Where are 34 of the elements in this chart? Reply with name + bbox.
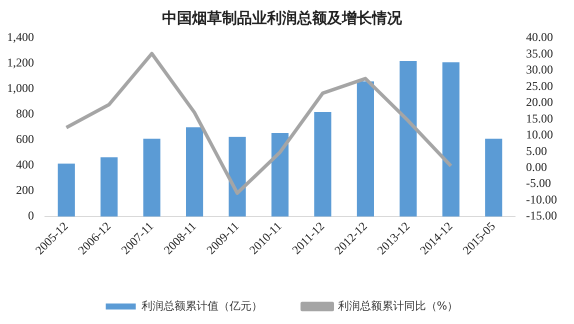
y2-tick-label: 25.00: [526, 78, 554, 93]
y-tick-label: 800: [16, 106, 34, 121]
y2-tick-label: 35.00: [526, 46, 554, 60]
y2-tick-label: -15.00: [526, 208, 558, 223]
y2-tick-label: 40.00: [526, 30, 554, 44]
y-tick-label: 0: [28, 208, 34, 223]
bar: [143, 138, 160, 217]
y-tick-label: 200: [16, 183, 34, 198]
y2-tick-label: 10.00: [526, 128, 554, 142]
y2-tick-label: 0.00: [526, 160, 548, 174]
y-tick-label: 1,400: [7, 30, 34, 44]
y2-tick-label: 5.00: [526, 144, 548, 158]
bar: [186, 127, 204, 217]
bar: [485, 138, 502, 217]
y-tick-label: 1,200: [7, 56, 34, 70]
bar: [271, 133, 289, 217]
bar: [228, 136, 246, 217]
y2-tick-label: 20.00: [526, 95, 554, 110]
legend-label: 利润总额累计值（亿元）: [141, 299, 262, 312]
y-tick-label: 1,000: [7, 81, 34, 96]
y2-tick-label: 15.00: [526, 111, 554, 126]
bar: [442, 62, 460, 217]
y2-tick-label: -5.00: [526, 176, 552, 190]
y-tick-label: 600: [16, 132, 34, 146]
bar: [400, 60, 417, 217]
bar: [314, 112, 332, 217]
legend-label: 利润总额累计同比（%）: [338, 299, 458, 312]
bar: [356, 81, 374, 217]
bar: [58, 164, 75, 217]
chart-title: 中国烟草制品业利润总额及增长情况: [162, 8, 403, 27]
y2-tick-label: 30.00: [526, 62, 554, 77]
bar: [100, 157, 118, 217]
y2-tick-label: -10.00: [526, 192, 558, 206]
y-tick-label: 400: [16, 158, 34, 172]
